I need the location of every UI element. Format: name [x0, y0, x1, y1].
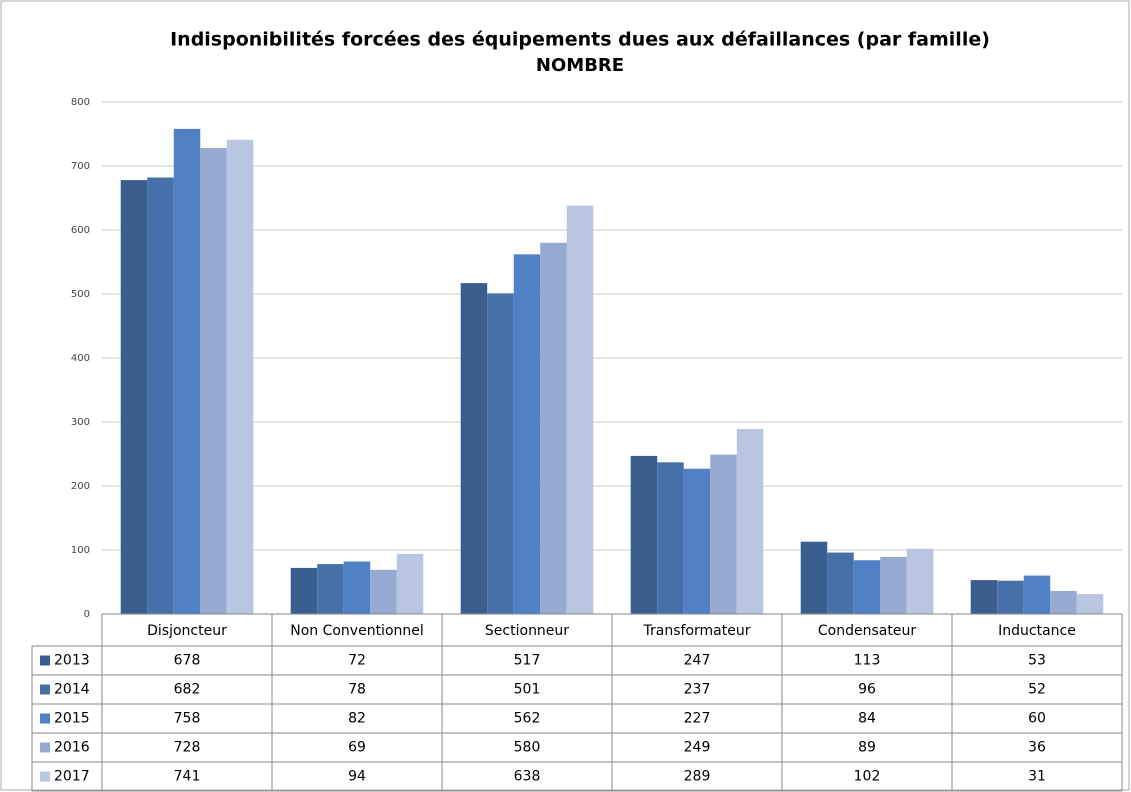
table-value: 501	[514, 682, 541, 698]
table-value: 678	[174, 653, 201, 669]
bar	[710, 454, 737, 614]
legend-key	[40, 655, 50, 666]
table-value: 82	[348, 711, 366, 727]
bar	[736, 429, 764, 614]
legend-key	[40, 713, 50, 724]
chart-title: Indisponibilités forcées des équipements…	[170, 29, 990, 51]
y-tick-label: 100	[71, 545, 90, 556]
x-tick-label: Sectionneur	[485, 623, 569, 639]
bar	[460, 283, 488, 614]
bar	[147, 177, 174, 614]
y-tick-label: 700	[71, 161, 90, 172]
y-tick-label: 800	[71, 97, 90, 108]
bar	[630, 455, 658, 614]
bar	[290, 567, 318, 614]
legend-label: 2015	[54, 711, 90, 727]
table-value: 562	[514, 711, 541, 727]
x-tick-label: Transformateur	[643, 623, 751, 639]
bar	[800, 541, 828, 614]
bar	[540, 242, 567, 615]
table-value: 31	[1028, 769, 1046, 785]
bar	[970, 580, 998, 614]
table-value: 96	[858, 682, 876, 698]
table-value: 728	[174, 740, 201, 756]
bar	[827, 552, 854, 614]
table-value: 94	[348, 769, 366, 785]
table-value: 237	[684, 682, 711, 698]
table-value: 84	[858, 711, 876, 727]
table-value: 638	[514, 769, 541, 785]
bar	[683, 468, 711, 614]
y-tick-label: 0	[84, 609, 90, 620]
bar	[513, 254, 541, 614]
table-value: 89	[858, 740, 876, 756]
bar	[343, 561, 371, 614]
bar	[487, 293, 514, 614]
table-value: 227	[684, 711, 711, 727]
y-tick-label: 600	[71, 225, 90, 236]
x-tick-label: Disjoncteur	[147, 623, 227, 639]
bar	[880, 557, 907, 614]
legend-key	[40, 684, 50, 695]
table-value: 72	[348, 653, 366, 669]
table-value: 78	[348, 682, 366, 698]
table-value: 247	[684, 653, 711, 669]
legend-label: 2017	[54, 769, 90, 785]
bar	[226, 139, 254, 614]
table-value: 53	[1028, 653, 1046, 669]
bar	[370, 569, 397, 614]
table-value: 113	[854, 653, 881, 669]
bar	[1023, 575, 1051, 614]
bar	[396, 553, 424, 614]
bar	[853, 560, 881, 614]
bar	[566, 205, 594, 614]
table-value: 517	[514, 653, 541, 669]
table-value: 682	[174, 682, 201, 698]
legend-label: 2016	[54, 740, 90, 756]
table-value: 741	[174, 769, 201, 785]
table-value: 102	[854, 769, 881, 785]
table-value: 60	[1028, 711, 1046, 727]
table-value: 758	[174, 711, 201, 727]
bar	[1050, 590, 1077, 614]
bar	[906, 548, 934, 614]
bar	[997, 580, 1024, 614]
bar	[657, 462, 684, 614]
y-tick-label: 300	[71, 417, 90, 428]
legend-label: 2013	[54, 653, 90, 669]
y-tick-label: 400	[71, 353, 90, 364]
bar	[317, 564, 344, 614]
bar	[120, 180, 148, 614]
y-tick-label: 200	[71, 481, 90, 492]
table-value: 52	[1028, 682, 1046, 698]
chart-subtitle: NOMBRE	[536, 55, 624, 76]
bar	[1076, 594, 1104, 614]
x-tick-label: Inductance	[998, 623, 1076, 639]
legend-key	[40, 771, 50, 782]
bar	[200, 148, 227, 614]
table-value: 289	[684, 769, 711, 785]
bar	[173, 128, 201, 614]
x-tick-label: Condensateur	[818, 623, 916, 639]
table-value: 249	[684, 740, 711, 756]
y-tick-label: 500	[71, 289, 90, 300]
table-value: 69	[348, 740, 366, 756]
table-value: 580	[514, 740, 541, 756]
x-tick-label: Non Conventionnel	[290, 623, 424, 639]
legend-label: 2014	[54, 682, 90, 698]
legend-key	[40, 742, 50, 753]
table-value: 36	[1028, 740, 1046, 756]
